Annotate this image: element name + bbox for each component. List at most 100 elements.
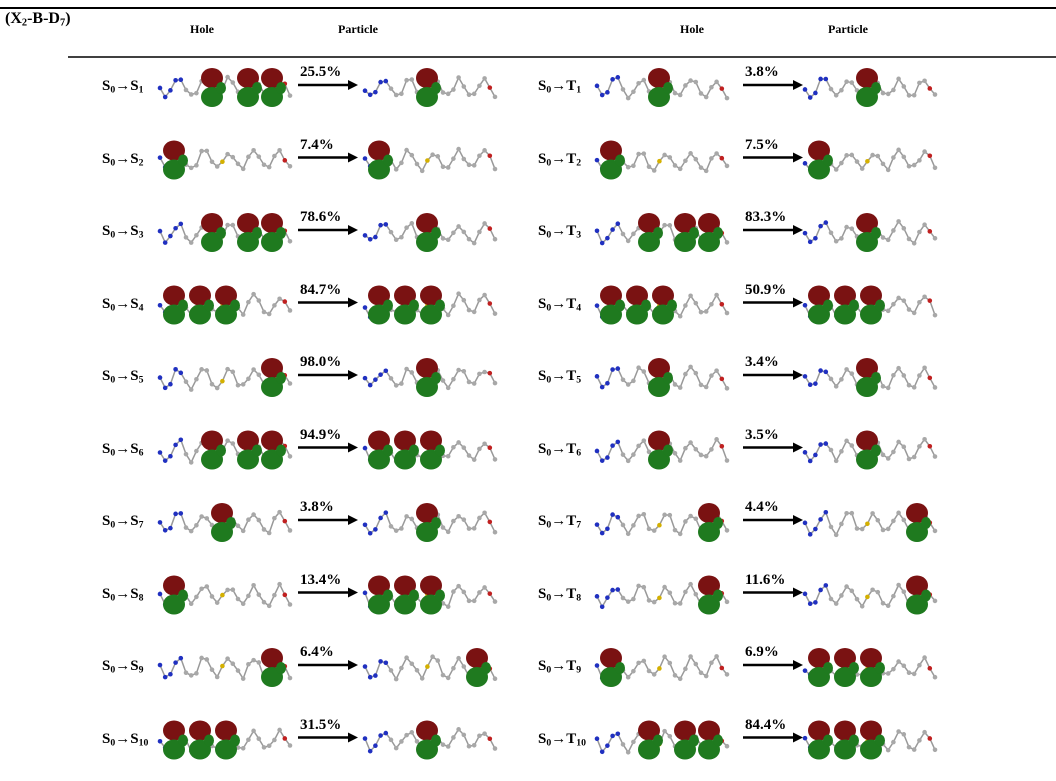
atom — [849, 510, 855, 516]
atom — [414, 667, 420, 673]
atom — [440, 525, 446, 530]
atom — [885, 91, 891, 97]
atom — [246, 517, 251, 523]
orbital-lobe — [652, 285, 674, 306]
contribution-percent: 94.9% — [300, 426, 342, 443]
atom — [807, 239, 813, 245]
subscript: 0 — [110, 84, 116, 96]
atom — [162, 94, 168, 100]
bond — [411, 223, 418, 238]
molecule-orbital — [157, 285, 293, 325]
contribution-percent: 83.3% — [745, 209, 787, 225]
atom — [677, 92, 683, 98]
atom — [362, 522, 368, 528]
atom — [266, 530, 272, 536]
text-part: S — [102, 585, 111, 602]
atom — [482, 731, 487, 736]
orbital-lobe — [600, 285, 622, 306]
atom — [256, 298, 262, 303]
atom — [714, 437, 719, 442]
bond — [180, 439, 187, 455]
orbital-lobe — [689, 734, 699, 747]
atom — [896, 219, 901, 224]
atom — [178, 437, 184, 443]
text-part: →T — [551, 295, 577, 312]
atom — [256, 660, 262, 665]
atom — [220, 592, 225, 598]
atom — [922, 436, 927, 442]
bond — [825, 512, 832, 528]
bond — [606, 369, 614, 384]
atom — [802, 302, 808, 308]
atom — [599, 92, 605, 98]
atom — [615, 587, 621, 592]
atom — [487, 736, 493, 742]
atom — [419, 676, 425, 681]
subscript: 0 — [546, 519, 552, 531]
atom — [641, 77, 647, 83]
text-part: S — [538, 440, 547, 457]
transition-label: S0→T3 — [538, 223, 581, 240]
molecule-orbital — [594, 213, 730, 252]
atom — [891, 155, 896, 160]
atom — [157, 738, 163, 744]
atom — [651, 168, 657, 173]
orbital-lobe — [420, 575, 442, 596]
atom — [599, 384, 605, 390]
atom — [157, 375, 163, 380]
atom — [932, 454, 938, 459]
text-part: S — [102, 440, 111, 457]
atom — [922, 655, 927, 660]
atom — [906, 382, 912, 388]
orbital-lobe — [871, 372, 881, 384]
atom — [932, 165, 938, 171]
atom — [859, 166, 865, 171]
atom — [594, 228, 600, 234]
atom — [445, 165, 451, 170]
subscript: 0 — [110, 591, 116, 603]
atom — [214, 385, 220, 391]
atom — [246, 593, 251, 599]
atom — [615, 439, 621, 445]
orbital-lobe — [431, 372, 441, 384]
atom — [896, 147, 901, 153]
orbital-lobe — [178, 154, 188, 167]
text-part: S — [102, 730, 111, 747]
atom — [667, 223, 673, 228]
transition-label: S0→S4 — [102, 296, 143, 313]
atom — [487, 519, 493, 525]
text-part: S — [538, 295, 547, 312]
atom — [362, 88, 368, 94]
orbital-lobe — [230, 299, 240, 312]
orbital-lobe — [420, 285, 442, 306]
atom — [409, 661, 415, 667]
orbital-lobe — [276, 662, 286, 674]
atom — [404, 225, 409, 230]
atom — [813, 526, 818, 532]
atom — [466, 379, 472, 385]
atom — [409, 516, 415, 522]
atom — [440, 378, 446, 383]
atom — [194, 376, 199, 382]
atom — [688, 440, 693, 445]
atom — [625, 382, 631, 387]
orbital-lobe — [648, 68, 670, 88]
atom — [373, 673, 378, 678]
atom — [466, 598, 472, 604]
atom — [859, 604, 865, 609]
bond — [489, 155, 496, 170]
atom — [911, 162, 917, 168]
atom — [209, 667, 215, 672]
atom — [188, 460, 194, 465]
atom — [625, 599, 631, 604]
atom — [631, 523, 636, 528]
orbital-lobe — [189, 720, 211, 741]
atom — [235, 668, 241, 673]
text-part: S — [538, 513, 547, 529]
molecule-orbital — [362, 575, 498, 615]
atom — [646, 449, 652, 455]
atom — [620, 87, 626, 92]
molecule-orbital — [594, 648, 730, 687]
atom — [266, 311, 272, 317]
orbital-lobe — [674, 213, 696, 233]
